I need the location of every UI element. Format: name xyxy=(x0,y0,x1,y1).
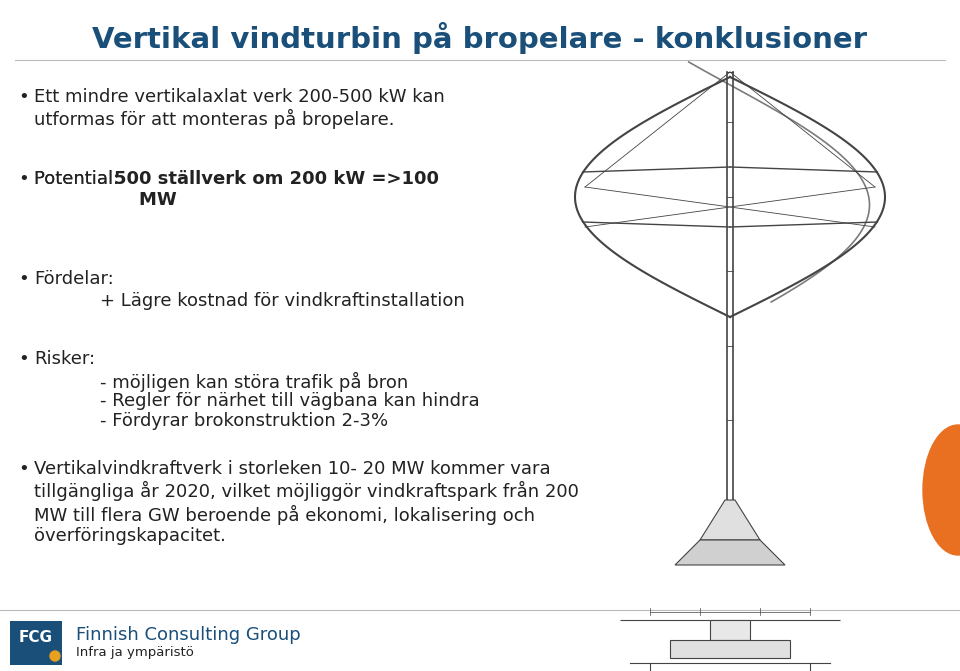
Polygon shape xyxy=(700,500,760,540)
Text: Fördelar:: Fördelar: xyxy=(34,270,113,288)
Text: •: • xyxy=(18,270,29,288)
Text: Vertikal vindturbin på bropelare - konklusioner: Vertikal vindturbin på bropelare - konkl… xyxy=(92,22,868,54)
FancyBboxPatch shape xyxy=(670,640,790,658)
Ellipse shape xyxy=(923,425,960,555)
Text: Ett mindre vertikalaxlat verk 200-500 kW kan
utformas för att monteras på bropel: Ett mindre vertikalaxlat verk 200-500 kW… xyxy=(34,88,444,130)
Text: •: • xyxy=(18,350,29,368)
Text: •: • xyxy=(18,460,29,478)
Text: - Fördyrar brokonstruktion 2-3%: - Fördyrar brokonstruktion 2-3% xyxy=(100,412,388,430)
Text: Infra ja ympäristö: Infra ja ympäristö xyxy=(76,646,194,659)
Text: •: • xyxy=(18,170,29,188)
Circle shape xyxy=(50,651,60,661)
FancyBboxPatch shape xyxy=(10,621,62,665)
Text: 500 ställverk om 200 kW =>100
    MW: 500 ställverk om 200 kW =>100 MW xyxy=(114,170,439,209)
Polygon shape xyxy=(675,540,785,565)
Text: Potential: ​​​​​​​​​​​​500 ställverk om 200 kW =>100
    MW: Potential: ​​​​​​​​​​​​500 ställverk om … xyxy=(34,170,465,209)
Text: Potential:: Potential: xyxy=(34,170,125,188)
Text: Finnish Consulting Group: Finnish Consulting Group xyxy=(76,626,300,644)
Text: Vertikalvindkraftverk i storleken 10- 20 MW kommer vara
tillgängliga år 2020, vi: Vertikalvindkraftverk i storleken 10- 20… xyxy=(34,460,579,546)
Text: + Lägre kostnad för vindkraftinstallation: + Lägre kostnad för vindkraftinstallatio… xyxy=(100,292,465,310)
Text: FCG: FCG xyxy=(19,630,53,646)
Text: - möjligen kan störa trafik på bron: - möjligen kan störa trafik på bron xyxy=(100,372,408,392)
Text: Potential:: Potential: xyxy=(34,170,125,188)
Text: - Regler för närhet till vägbana kan hindra: - Regler för närhet till vägbana kan hin… xyxy=(100,392,480,410)
FancyBboxPatch shape xyxy=(710,620,750,640)
Text: Risker:: Risker: xyxy=(34,350,95,368)
Text: •: • xyxy=(18,88,29,106)
